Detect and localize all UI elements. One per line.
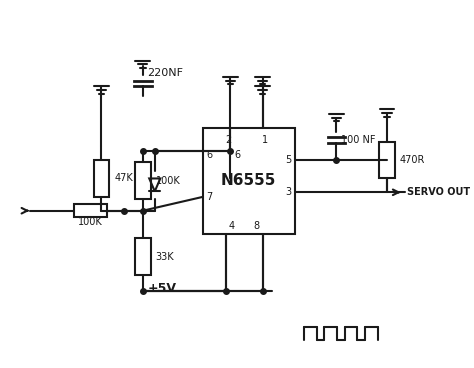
Text: 470R: 470R — [400, 155, 425, 165]
Text: 100K: 100K — [155, 176, 181, 186]
Text: 47K: 47K — [114, 173, 133, 184]
Text: 100K: 100K — [78, 217, 103, 227]
Text: 8: 8 — [254, 222, 260, 231]
Bar — [135, 238, 151, 275]
Text: 1: 1 — [262, 135, 268, 145]
Text: 6: 6 — [206, 151, 212, 160]
Bar — [73, 204, 107, 217]
Text: N6555: N6555 — [221, 173, 276, 188]
Text: SERVO OUT: SERVO OUT — [407, 187, 470, 197]
Text: 3: 3 — [285, 187, 291, 197]
Bar — [379, 142, 395, 178]
Text: 100 NF: 100 NF — [341, 135, 375, 145]
Text: 5: 5 — [285, 155, 291, 165]
Text: 2: 2 — [225, 135, 232, 145]
Text: 6: 6 — [234, 151, 240, 160]
Text: 4: 4 — [228, 222, 235, 231]
Bar — [94, 160, 109, 197]
Text: 7: 7 — [206, 192, 213, 202]
Text: 33K: 33K — [155, 252, 174, 262]
Bar — [135, 162, 151, 199]
Bar — [203, 128, 295, 234]
Text: 220NF: 220NF — [147, 68, 183, 78]
Text: +5V: +5V — [147, 283, 176, 296]
